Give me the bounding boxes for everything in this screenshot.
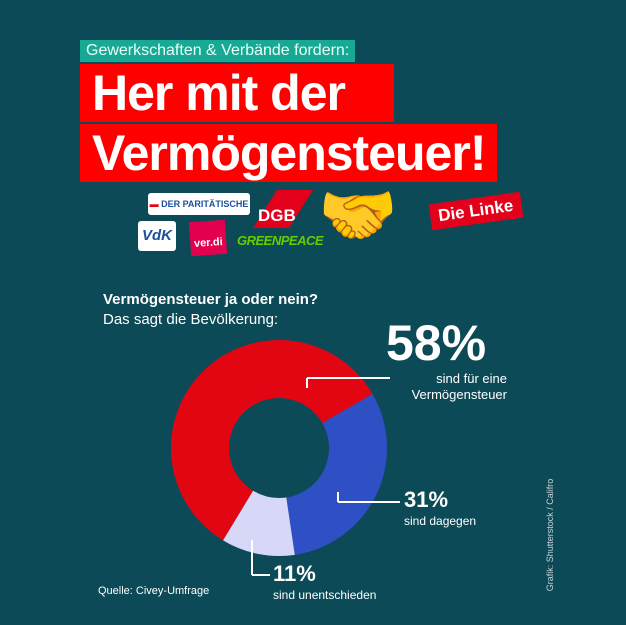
headline-line-2: Vermögensteuer! <box>80 124 498 182</box>
slice-undecided <box>223 490 295 556</box>
handshake-icon: 🤝 <box>318 179 398 251</box>
logo-greenpeace: GREENPEACE <box>237 233 324 248</box>
survey-subtitle: Das sagt die Bevölkerung: <box>103 311 279 328</box>
image-credit: Grafik: Shutterstock / Califro <box>545 478 555 592</box>
source-note: Quelle: Civey-Umfrage <box>98 585 210 597</box>
data-label-31: 31% <box>404 487 449 512</box>
category-label-58: sind für eine Vermögensteuer <box>411 371 507 402</box>
logo-vdk: VdK <box>138 221 176 251</box>
data-label-58: 58% <box>386 315 487 371</box>
headline-line-1: Her mit der <box>80 64 394 122</box>
slice-for <box>170 339 373 541</box>
logo-paritaetische: ▬ DER PARITÄTISCHE <box>148 193 250 215</box>
logo-dgb-text: DGB <box>258 206 296 225</box>
kicker-label: Gewerkschaften & Verbände fordern: <box>80 40 356 62</box>
slice-against <box>286 394 388 555</box>
data-label-11: 11% <box>273 561 316 586</box>
category-label-11: sind unentschieden <box>273 588 377 602</box>
survey-question: Vermögensteuer ja oder nein? <box>103 291 319 308</box>
category-label-31: sind dagegen <box>404 514 477 528</box>
